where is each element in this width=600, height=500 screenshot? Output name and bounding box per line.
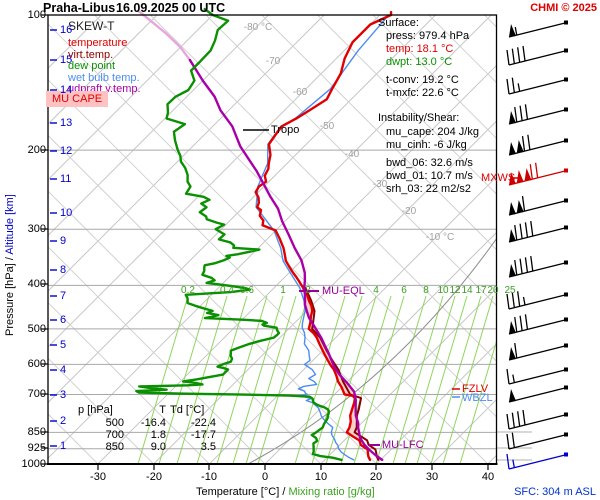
wind-barb bbox=[508, 314, 568, 335]
wind-barb bbox=[506, 45, 568, 66]
wind-barb bbox=[508, 385, 568, 403]
curve-updraft_virt_temp_overshoot bbox=[137, 9, 192, 62]
wind-barb bbox=[506, 432, 568, 450]
curve-updraft_virt_temp bbox=[188, 58, 384, 462]
curve-dew_point bbox=[135, 7, 343, 462]
wind-barb bbox=[506, 452, 568, 470]
wind-barb bbox=[506, 367, 568, 385]
wind-barb bbox=[508, 342, 568, 361]
wind-barb bbox=[508, 255, 568, 278]
wind-barb bbox=[508, 134, 568, 156]
wind-barb bbox=[508, 162, 568, 186]
wind-barb bbox=[506, 77, 568, 95]
wind-barb bbox=[506, 291, 568, 310]
wind-barb bbox=[508, 104, 568, 125]
wind-barb bbox=[508, 196, 568, 216]
curve-wet_bulb bbox=[255, 14, 390, 461]
curve-temperature bbox=[254, 10, 393, 462]
wind-barb bbox=[508, 20, 568, 38]
wind-barb bbox=[508, 220, 568, 243]
wind-barb bbox=[506, 409, 568, 430]
